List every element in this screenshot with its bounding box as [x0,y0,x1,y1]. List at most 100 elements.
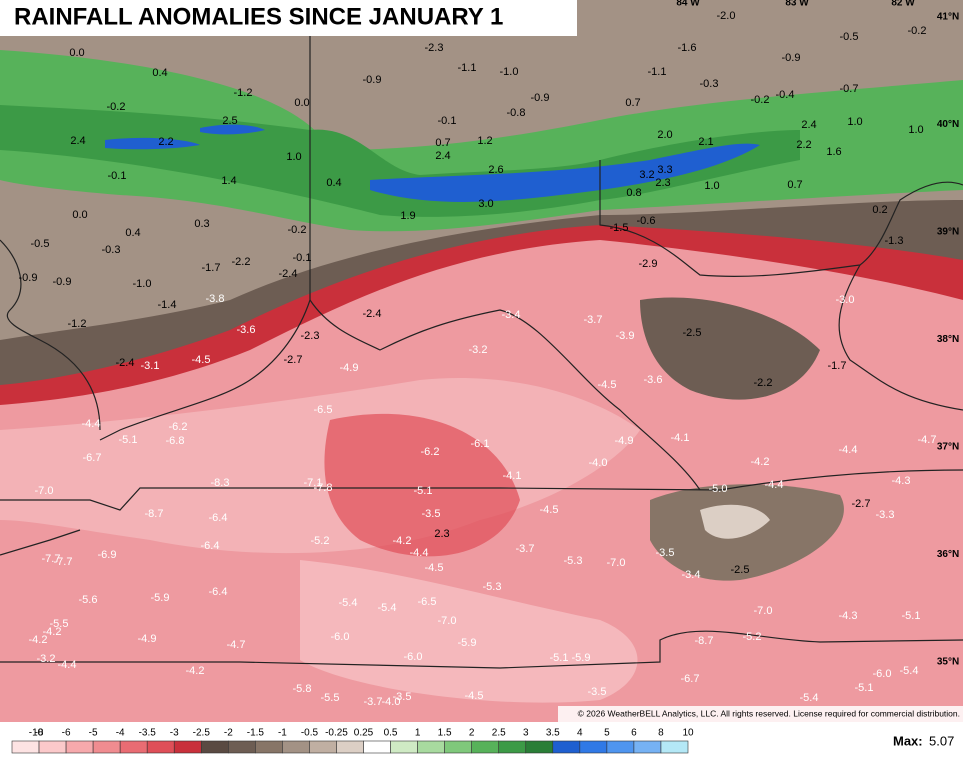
anomaly-label: -4.4 [839,444,858,456]
legend-tick-label: 0.5 [384,728,398,739]
anomaly-label: -5.4 [378,602,397,614]
anomaly-label: -4.9 [340,362,359,374]
anomaly-label: -0.9 [531,92,550,104]
anomaly-label: -2.3 [425,42,444,54]
anomaly-label: -5.3 [483,581,502,593]
legend-tick-label: -2.5 [193,728,211,739]
anomaly-label: 1.0 [704,180,719,192]
anomaly-label: -4.3 [892,475,911,487]
anomaly-label: -3.7 [584,314,603,326]
anomaly-label: 0.0 [69,47,84,59]
legend-swatch [38,740,67,754]
anomaly-label: -1.1 [648,66,667,78]
anomaly-label: -5.1 [414,485,433,497]
anomaly-label: 3.3 [657,164,672,176]
anomaly-label: -6.0 [331,631,350,643]
legend-tick-label: -4 [116,728,125,739]
anomaly-label: 0.0 [72,209,87,221]
anomaly-label: -2.2 [754,377,773,389]
anomaly-label: -0.3 [102,244,121,256]
legend-tick-label: -1.5 [247,728,265,739]
legend-swatch [390,740,418,754]
anomaly-label: -3.7 [364,696,383,708]
legend-swatch [11,740,40,754]
anomaly-label: -3.1 [141,360,160,372]
anomaly-label: -7.0 [754,605,773,617]
anomaly-label: -3.5 [422,508,441,520]
legend-swatch [119,740,148,754]
legend-swatch [417,740,445,754]
anomaly-label: 2.1 [698,136,713,148]
anomaly-label: -0.7 [840,83,859,95]
legend-swatch [200,740,229,754]
anomaly-label: -5.8 [293,683,312,695]
anomaly-label: 1.6 [826,146,841,158]
anomaly-label: -0.9 [782,52,801,64]
anomaly-label: -4.2 [751,456,770,468]
anomaly-label: -4.5 [192,354,211,366]
anomaly-label: -1.1 [458,62,477,74]
anomaly-label: -1.2 [234,87,253,99]
anomaly-label: -6.0 [873,668,892,680]
anomaly-label: -5.0 [709,483,728,495]
anomaly-label: -4.5 [598,379,617,391]
anomaly-label: -3.5 [588,686,607,698]
anomaly-label: 0.4 [152,67,167,79]
anomaly-label: -4.5 [465,690,484,702]
anomaly-label: 1.0 [286,151,301,163]
anomaly-label: 3.2 [639,169,654,181]
anomaly-label: 0.8 [626,187,641,199]
latitude-label: 35°N [937,657,959,668]
anomaly-label: -5.4 [339,597,358,609]
anomaly-label: -2.4 [279,268,298,280]
anomaly-label: -0.3 [700,78,719,90]
legend-tick-label: 8 [658,728,664,739]
anomaly-label: 2.4 [801,119,816,131]
anomaly-label: -6.4 [209,586,228,598]
anomaly-label: -6.7 [681,673,700,685]
anomaly-label: -4.7 [227,639,246,651]
anomaly-label: 2.3 [434,528,449,540]
anomaly-label: 1.0 [908,124,923,136]
legend-tick-label: 10 [682,728,694,739]
anomaly-label: -0.9 [53,276,72,288]
copyright-box [558,706,963,722]
legend-tick-label: 5 [604,728,610,739]
anomaly-label: -0.8 [507,107,526,119]
anomaly-label: 1.4 [221,175,236,187]
latitude-label: 40°N [937,119,959,130]
anomaly-label: -6.2 [169,421,188,433]
anomaly-label: -6.1 [471,438,490,450]
anomaly-label: -1.3 [885,235,904,247]
latitude-label: 37°N [937,442,959,453]
anomaly-label: 2.6 [488,164,503,176]
anomaly-label: -5.1 [550,652,569,664]
anomaly-label: -4.4 [765,479,784,491]
anomaly-label: -1.7 [828,360,847,372]
anomaly-label: 2.3 [655,177,670,189]
longitude-label: 83 W [785,0,809,9]
anomaly-label: -0.6 [637,215,656,227]
anomaly-label: -4.0 [382,696,401,708]
anomaly-label: -8.7 [145,508,164,520]
map-field [0,0,963,722]
anomaly-label: 1.9 [400,210,415,222]
anomaly-label: -2.5 [683,327,702,339]
anomaly-label: -5.1 [855,682,874,694]
legend-swatch [444,740,472,754]
anomaly-label: -7.7 [54,556,73,568]
anomaly-label: 1.2 [477,135,492,147]
anomaly-label: -3.9 [616,330,635,342]
latitude-label: 38°N [937,334,959,345]
max-label: Max: [893,733,923,748]
anomaly-label: -7.1 [304,477,323,489]
anomaly-label: -0.5 [31,238,50,250]
anomaly-label: 0.4 [326,177,341,189]
legend-tick-label: -1 [278,728,287,739]
anomaly-label: -2.4 [116,357,135,369]
anomaly-label: -8.3 [211,477,230,489]
anomaly-label: 2.2 [796,139,811,151]
legend-tick-label: 2 [469,728,475,739]
anomaly-label: -3.3 [876,509,895,521]
